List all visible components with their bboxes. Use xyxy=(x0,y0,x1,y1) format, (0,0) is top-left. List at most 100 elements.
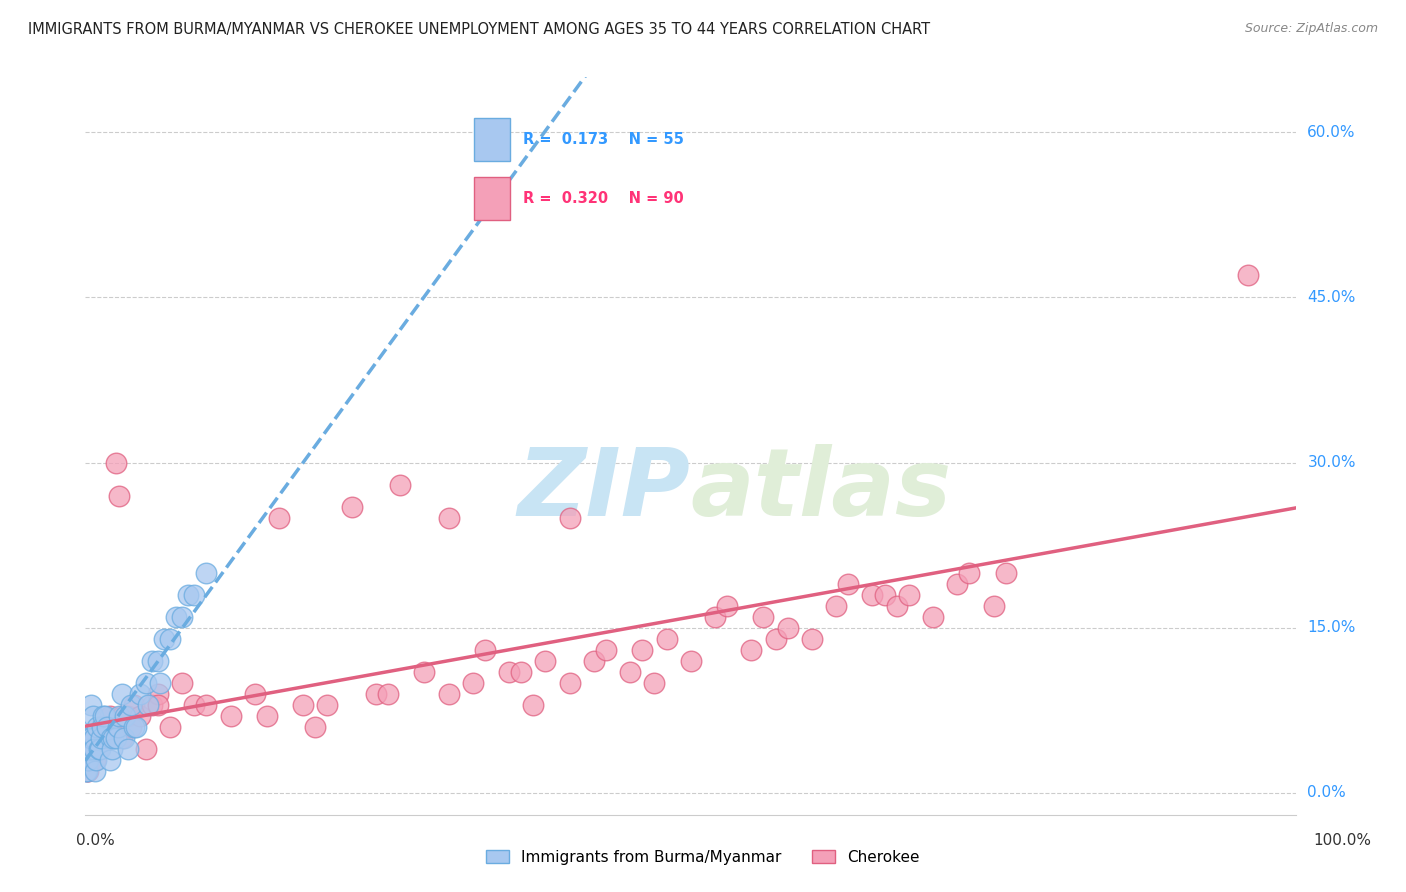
Point xyxy=(377,687,399,701)
Point xyxy=(800,632,823,646)
Point xyxy=(111,687,134,701)
Point xyxy=(111,708,134,723)
Text: 15.0%: 15.0% xyxy=(1308,620,1355,635)
Point xyxy=(498,665,520,679)
Point xyxy=(957,566,980,580)
Point xyxy=(825,599,848,613)
Point xyxy=(146,698,169,712)
Point xyxy=(75,764,97,778)
Point xyxy=(994,566,1017,580)
Point xyxy=(595,642,617,657)
Point xyxy=(76,741,98,756)
Text: 45.0%: 45.0% xyxy=(1308,290,1355,305)
Point xyxy=(80,753,103,767)
Point xyxy=(146,654,169,668)
Point xyxy=(267,510,290,524)
Point xyxy=(582,654,605,668)
Point xyxy=(177,588,200,602)
Point xyxy=(522,698,544,712)
Point xyxy=(89,731,111,745)
Point xyxy=(474,642,496,657)
Point xyxy=(765,632,787,646)
Point xyxy=(90,731,112,745)
Point xyxy=(292,698,315,712)
Point xyxy=(79,753,101,767)
Point xyxy=(76,731,98,745)
Point xyxy=(77,741,100,756)
Point xyxy=(136,698,159,712)
Point xyxy=(80,741,103,756)
Point xyxy=(752,609,775,624)
Point xyxy=(90,720,112,734)
Point xyxy=(101,741,124,756)
Point xyxy=(84,741,107,756)
Text: 100.0%: 100.0% xyxy=(1313,833,1372,847)
Point xyxy=(122,720,145,734)
Point xyxy=(82,708,104,723)
Point xyxy=(76,764,98,778)
Point xyxy=(76,764,98,778)
Point xyxy=(873,588,896,602)
Point xyxy=(93,708,115,723)
Point xyxy=(84,753,107,767)
Point xyxy=(716,599,738,613)
Point xyxy=(77,753,100,767)
Point xyxy=(243,687,266,701)
Point xyxy=(183,588,205,602)
Point xyxy=(108,708,131,723)
Point xyxy=(79,741,101,756)
Point xyxy=(135,741,157,756)
Point xyxy=(897,588,920,602)
Text: 0.0%: 0.0% xyxy=(1308,785,1346,800)
Text: ZIP: ZIP xyxy=(517,444,690,536)
Point xyxy=(77,731,100,745)
Point xyxy=(108,489,131,503)
Point xyxy=(558,510,581,524)
Text: IMMIGRANTS FROM BURMA/MYANMAR VS CHEROKEE UNEMPLOYMENT AMONG AGES 35 TO 44 YEARS: IMMIGRANTS FROM BURMA/MYANMAR VS CHEROKE… xyxy=(28,22,931,37)
Point xyxy=(77,741,100,756)
Point xyxy=(340,500,363,514)
Point xyxy=(146,687,169,701)
Point xyxy=(112,731,135,745)
Point xyxy=(93,720,115,734)
Point xyxy=(886,599,908,613)
Point xyxy=(125,720,148,734)
Point xyxy=(111,731,134,745)
Point xyxy=(740,642,762,657)
Point xyxy=(256,708,278,723)
Point xyxy=(83,731,105,745)
Point xyxy=(195,698,218,712)
Point xyxy=(510,665,533,679)
Point xyxy=(1236,268,1258,283)
Point xyxy=(183,698,205,712)
Legend: Immigrants from Burma/Myanmar, Cherokee: Immigrants from Burma/Myanmar, Cherokee xyxy=(479,844,927,871)
Point xyxy=(104,456,127,470)
Point xyxy=(128,708,150,723)
Point xyxy=(93,708,115,723)
Point xyxy=(149,675,172,690)
Point xyxy=(619,665,641,679)
Point xyxy=(679,654,702,668)
Point xyxy=(122,698,145,712)
Point xyxy=(304,720,326,734)
Point xyxy=(101,720,124,734)
Point xyxy=(153,632,176,646)
Point xyxy=(91,720,114,734)
Point xyxy=(141,654,163,668)
Point xyxy=(364,687,387,701)
Point xyxy=(76,753,98,767)
Point xyxy=(80,698,103,712)
Point xyxy=(837,576,859,591)
Point xyxy=(80,731,103,745)
Point xyxy=(96,720,118,734)
Point xyxy=(195,566,218,580)
Point xyxy=(84,764,107,778)
Point xyxy=(128,687,150,701)
Point xyxy=(172,675,194,690)
Point xyxy=(98,753,121,767)
Text: Source: ZipAtlas.com: Source: ZipAtlas.com xyxy=(1244,22,1378,36)
Point xyxy=(922,609,945,624)
Text: atlas: atlas xyxy=(690,444,952,536)
Point xyxy=(437,687,460,701)
Point xyxy=(101,731,124,745)
